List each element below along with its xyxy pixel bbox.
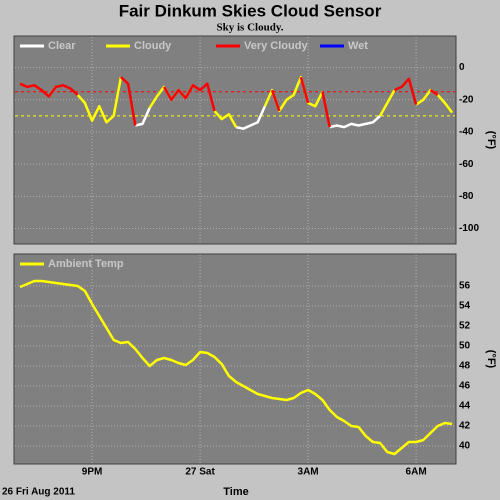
y-tick-label: 50 (459, 341, 471, 352)
y-axis-label: (°F) (485, 131, 497, 150)
y-tick-label: 52 (459, 321, 471, 332)
date-annotation: 26 Fri Aug 2011 (2, 487, 75, 498)
legend-label: Very Cloudy (244, 40, 308, 52)
y-tick-label: -80 (459, 191, 474, 202)
plot-area (13, 253, 457, 465)
y-tick-label: -40 (459, 127, 474, 138)
data-line (19, 279, 453, 456)
y-tick-label: 42 (459, 421, 471, 432)
y-tick-label: 40 (459, 441, 471, 452)
x-tick-label: 27 Sat (185, 467, 215, 478)
legend-label: Ambient Temp (48, 258, 124, 270)
y-tick-label: 56 (459, 281, 471, 292)
y-tick-label: -20 (459, 94, 474, 105)
y-tick-label: -100 (459, 223, 479, 234)
x-tick-label: 6AM (406, 467, 427, 478)
data-line (19, 76, 439, 128)
chart-title: Fair Dinkum Skies Cloud Sensor (119, 1, 382, 20)
legend-label: Clear (48, 40, 76, 52)
y-axis-label: (°F) (485, 350, 497, 369)
y-tick-label: 0 (459, 62, 465, 73)
x-tick-label: 3AM (298, 467, 319, 478)
x-axis-label: Time (223, 486, 248, 498)
y-tick-label: -60 (459, 159, 474, 170)
legend-label: Cloudy (134, 40, 172, 52)
legend-label: Wet (348, 40, 368, 52)
data-line (135, 105, 381, 130)
y-tick-label: 46 (459, 381, 471, 392)
x-tick-label: 9PM (82, 467, 103, 478)
y-tick-label: 44 (459, 401, 471, 412)
y-tick-label: 54 (459, 301, 471, 312)
y-tick-label: 48 (459, 361, 471, 372)
chart-subtitle: Sky is Cloudy. (217, 22, 284, 34)
plot-area (13, 35, 457, 245)
